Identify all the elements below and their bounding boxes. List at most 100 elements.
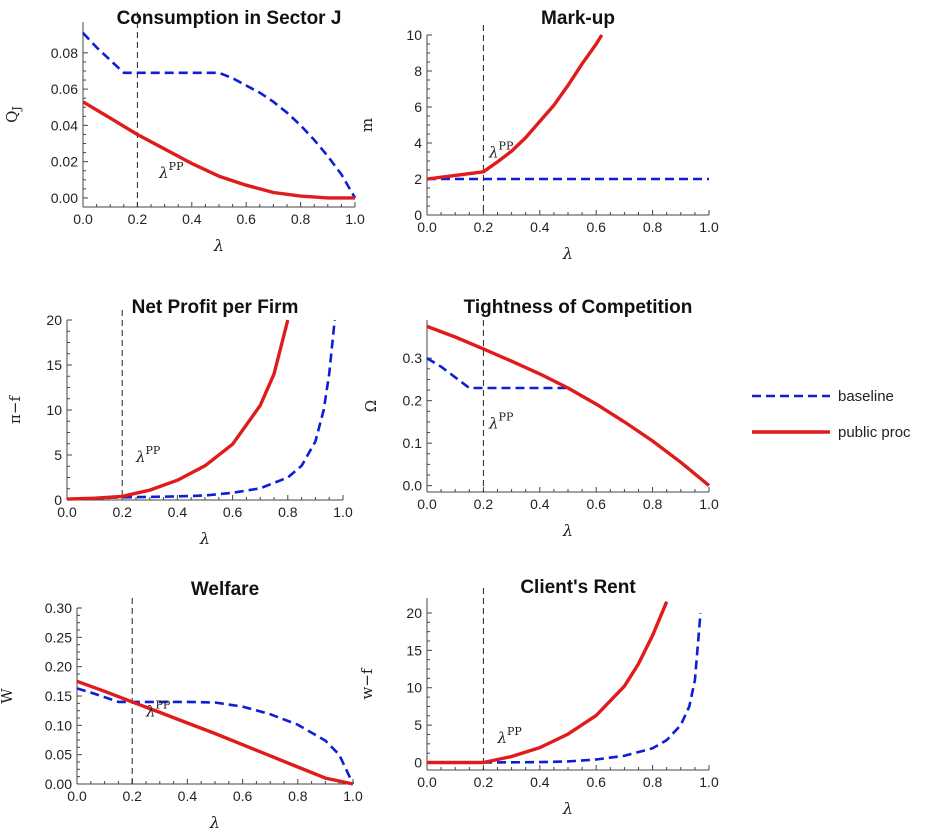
- x-tick-label: 0.0: [417, 774, 437, 790]
- y-tick-label: 0.0: [403, 478, 423, 494]
- y-tick-label: 0.3: [403, 350, 423, 366]
- x-tick-label: 0.6: [223, 504, 243, 520]
- series-line-baseline: [426, 357, 568, 390]
- series-line-public-proc: [427, 601, 669, 765]
- y-tick-label: 10: [406, 680, 422, 696]
- x-axis-label: λ: [213, 236, 224, 255]
- y-axis-label-main: w−f: [358, 667, 376, 699]
- y-tick-label: 5: [414, 717, 422, 733]
- y-tick-label: 0: [414, 755, 422, 771]
- y-axis-label-main: W: [0, 688, 16, 704]
- y-tick-label: 0.05: [45, 747, 72, 763]
- x-tick-label: 0.2: [122, 788, 142, 804]
- series-line-baseline: [427, 612, 702, 764]
- x-tick-label: 0.4: [168, 504, 188, 520]
- x-tick-label: 0.8: [643, 774, 663, 790]
- y-axis-label: m: [358, 118, 376, 132]
- y-tick-label: 0.04: [51, 117, 78, 133]
- x-tick-label: 1.0: [333, 504, 353, 520]
- x-tick-label: 0.2: [474, 219, 494, 235]
- x-tick-label: 0.6: [586, 496, 606, 512]
- legend-label-1: baseline: [838, 388, 894, 405]
- y-axis-label: π−f: [6, 395, 24, 424]
- annotation-lambda-pp: λPP: [158, 160, 184, 182]
- x-tick-label: 0.6: [236, 211, 256, 227]
- x-tick-label: 1.0: [343, 788, 363, 804]
- x-tick-label: 1.0: [699, 496, 719, 512]
- x-tick-label: 0.6: [586, 774, 606, 790]
- annotation-superscript: PP: [156, 699, 171, 712]
- y-tick-label: 10: [406, 27, 422, 43]
- annotation-superscript: PP: [146, 444, 161, 457]
- x-tick-label: 0.8: [291, 211, 311, 227]
- x-tick-label: 0.0: [73, 211, 93, 227]
- x-tick-label: 0.4: [178, 788, 198, 804]
- x-tick-label: 0.6: [586, 219, 606, 235]
- annotation-superscript: PP: [169, 160, 184, 173]
- annotation-lambda-pp: λPP: [145, 699, 171, 721]
- chart-title: Tightness of Competition: [464, 297, 693, 318]
- x-tick-label: 0.8: [643, 496, 663, 512]
- y-tick-label: 0: [54, 492, 62, 508]
- y-tick-label: 0.20: [45, 659, 72, 675]
- y-tick-label: 0.2: [403, 393, 423, 409]
- y-axis-label: w−f: [358, 667, 376, 699]
- x-tick-label: 0.2: [128, 211, 148, 227]
- series-line-public-proc: [76, 679, 354, 786]
- x-axis-label: λ: [562, 521, 573, 540]
- y-axis-label-main: π−f: [6, 395, 24, 424]
- y-axis-label-main: Ω: [362, 400, 380, 412]
- y-tick-label: 15: [406, 642, 422, 658]
- y-tick-label: 0.10: [45, 717, 72, 733]
- annotation-main: λ: [158, 164, 169, 182]
- chart-title: Mark-up: [541, 8, 615, 29]
- series-line-baseline: [82, 32, 357, 199]
- x-axis-label: λ: [209, 813, 220, 832]
- x-tick-label: 0.0: [67, 788, 87, 804]
- y-tick-label: 0.15: [45, 688, 72, 704]
- y-tick-label: 0.06: [51, 81, 78, 97]
- x-tick-label: 1.0: [345, 211, 365, 227]
- annotation-main: λ: [488, 143, 499, 161]
- series-line-baseline: [76, 687, 355, 785]
- series-line-baseline: [66, 319, 336, 501]
- y-tick-label: 10: [46, 402, 62, 418]
- chart-title: Welfare: [191, 579, 259, 600]
- y-tick-label: 8: [414, 63, 422, 79]
- y-axis-label-main: Q: [3, 111, 21, 123]
- x-tick-label: 1.0: [699, 774, 719, 790]
- series-line-public-proc: [426, 34, 604, 181]
- x-tick-label: 0.8: [643, 219, 663, 235]
- annotation-lambda-pp: λPP: [497, 725, 523, 747]
- x-tick-label: 0.6: [233, 788, 253, 804]
- x-tick-label: 0.0: [57, 504, 77, 520]
- chart-panel-4: 0.0 0.2 0.4 0.6 0.8 1.0 0.0 0.1 0.2 0.3 Tightness …: [362, 297, 719, 540]
- legend: baseline public proc: [752, 388, 911, 441]
- y-tick-label: 0: [414, 207, 422, 223]
- chart-panel-1: 0.0 0.2 0.4 0.6 0.8 1.0 0.00 0.02 0.04 0.06 0.08 Co…: [3, 8, 365, 255]
- y-tick-label: 2: [414, 171, 422, 187]
- y-axis-label: QJ: [3, 106, 23, 123]
- annotation-superscript: PP: [499, 410, 514, 423]
- y-axis-label-subscript: J: [10, 106, 23, 111]
- x-tick-label: 0.2: [112, 504, 132, 520]
- annotation-main: λ: [135, 448, 146, 466]
- chart-panel-6: 0.0 0.2 0.4 0.6 0.8 1.0 0 5 10 15 20 Client's Rent λ…: [358, 577, 719, 818]
- chart-title: Client's Rent: [520, 577, 636, 598]
- annotation-main: λ: [145, 703, 156, 721]
- annotation-lambda-pp: λPP: [135, 444, 161, 466]
- chart-panels: 0.0 0.2 0.4 0.6 0.8 1.00.000.020.040.060.08Co…: [0, 8, 719, 832]
- annotation-lambda-pp: λPP: [488, 410, 514, 432]
- x-tick-label: 0.0: [417, 219, 437, 235]
- y-tick-label: 0.02: [51, 154, 78, 170]
- y-tick-label: 5: [54, 447, 62, 463]
- chart-panel-5: 0.0 0.2 0.4 0.6 0.8 1.0 0.00 0.05 0.10 0.15 0.20 0.…: [0, 579, 363, 832]
- y-tick-label: 0.00: [45, 776, 72, 792]
- annotation-main: λ: [488, 414, 499, 432]
- y-tick-label: 0.30: [45, 600, 72, 616]
- y-axis-label-main: m: [358, 118, 376, 132]
- legend-label-2: public proc: [838, 424, 911, 441]
- x-axis-label: λ: [562, 244, 573, 263]
- y-tick-label: 0.1: [403, 435, 423, 451]
